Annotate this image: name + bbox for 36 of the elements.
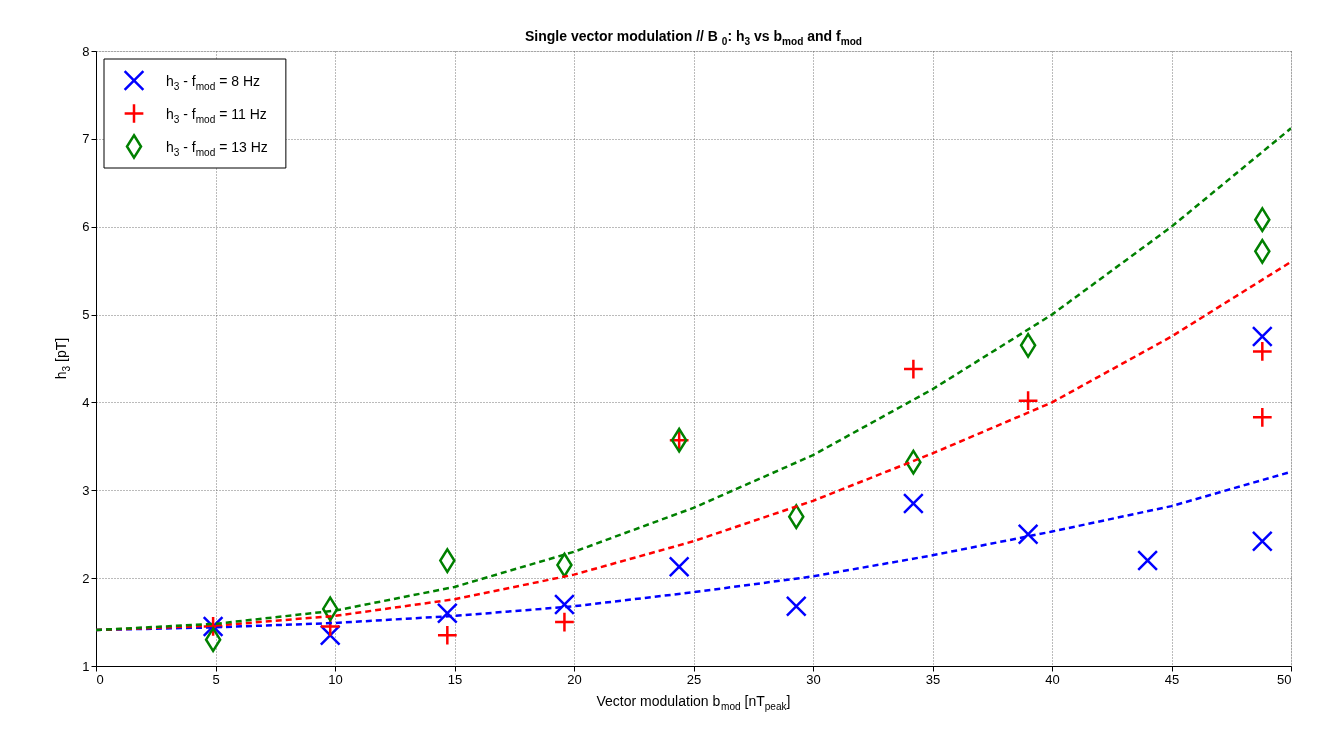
x-tick-label: 35 — [925, 671, 941, 687]
point — [553, 611, 576, 633]
y-tick-label: 1 — [82, 658, 90, 674]
point — [1017, 523, 1039, 545]
line-series — [96, 127, 1291, 632]
x-tick-label: 25 — [686, 671, 702, 687]
point — [785, 595, 807, 617]
point — [668, 556, 690, 578]
y-tick-label: 2 — [82, 570, 90, 586]
x-tick-label: 15 — [447, 671, 463, 687]
point — [553, 593, 576, 616]
point — [436, 624, 458, 646]
point — [1137, 549, 1159, 572]
x-tick-label: 20 — [567, 671, 582, 687]
point — [436, 602, 458, 624]
y-tick-label: 4 — [82, 394, 90, 410]
y-tick-label: 3 — [82, 482, 90, 498]
point — [1251, 406, 1273, 428]
point — [902, 492, 924, 515]
x-tick-label: 30 — [806, 671, 821, 687]
point — [902, 358, 924, 380]
point — [1251, 530, 1273, 552]
point — [1017, 390, 1039, 412]
x-tick-label: 10 — [328, 671, 343, 687]
x-tick-label: 0 — [96, 671, 104, 687]
y-tick-label: 8 — [82, 43, 90, 59]
point — [1251, 340, 1273, 363]
x-tick-label: 50 — [1277, 671, 1292, 687]
y-tick-label: 6 — [82, 219, 90, 235]
x-tick-label: 45 — [1164, 671, 1180, 687]
x-tick-label: 40 — [1045, 671, 1060, 687]
x-tick-label: 5 — [212, 671, 220, 687]
y-tick-label: 7 — [82, 131, 90, 147]
point — [1251, 325, 1273, 348]
y-axis-title: h3 [pT] — [53, 337, 73, 380]
y-tick-label: 5 — [82, 307, 90, 323]
